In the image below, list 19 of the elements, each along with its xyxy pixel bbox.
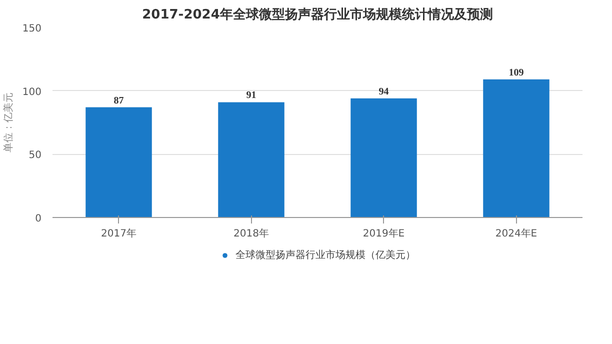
data-label: 87 [114, 95, 124, 106]
bar [86, 107, 152, 218]
data-label: 109 [508, 67, 524, 78]
chart-title: 2017-2024年全球微型扬声器行业市场规模统计情况及预测 [142, 6, 493, 22]
legend-label: 全球微型扬声器行业市场规模（亿美元） [236, 248, 416, 262]
bar [218, 102, 284, 218]
y-tick-label: 0 [35, 214, 42, 224]
y-axis-title: 单位：亿美元 [2, 92, 14, 152]
bar [483, 79, 550, 218]
x-tick-label: 2018年 [234, 228, 269, 240]
y-tick-label: 150 [22, 24, 42, 34]
data-label: 94 [378, 86, 389, 98]
y-tick-label: 100 [22, 86, 42, 98]
y-tick-label: 50 [28, 150, 42, 162]
bar [350, 98, 417, 218]
x-tick-label: 2017年 [101, 228, 136, 240]
x-tick-label: 2024年E [495, 228, 538, 240]
data-label: 91 [246, 90, 256, 102]
x-tick-label: 2019年E [362, 228, 405, 240]
